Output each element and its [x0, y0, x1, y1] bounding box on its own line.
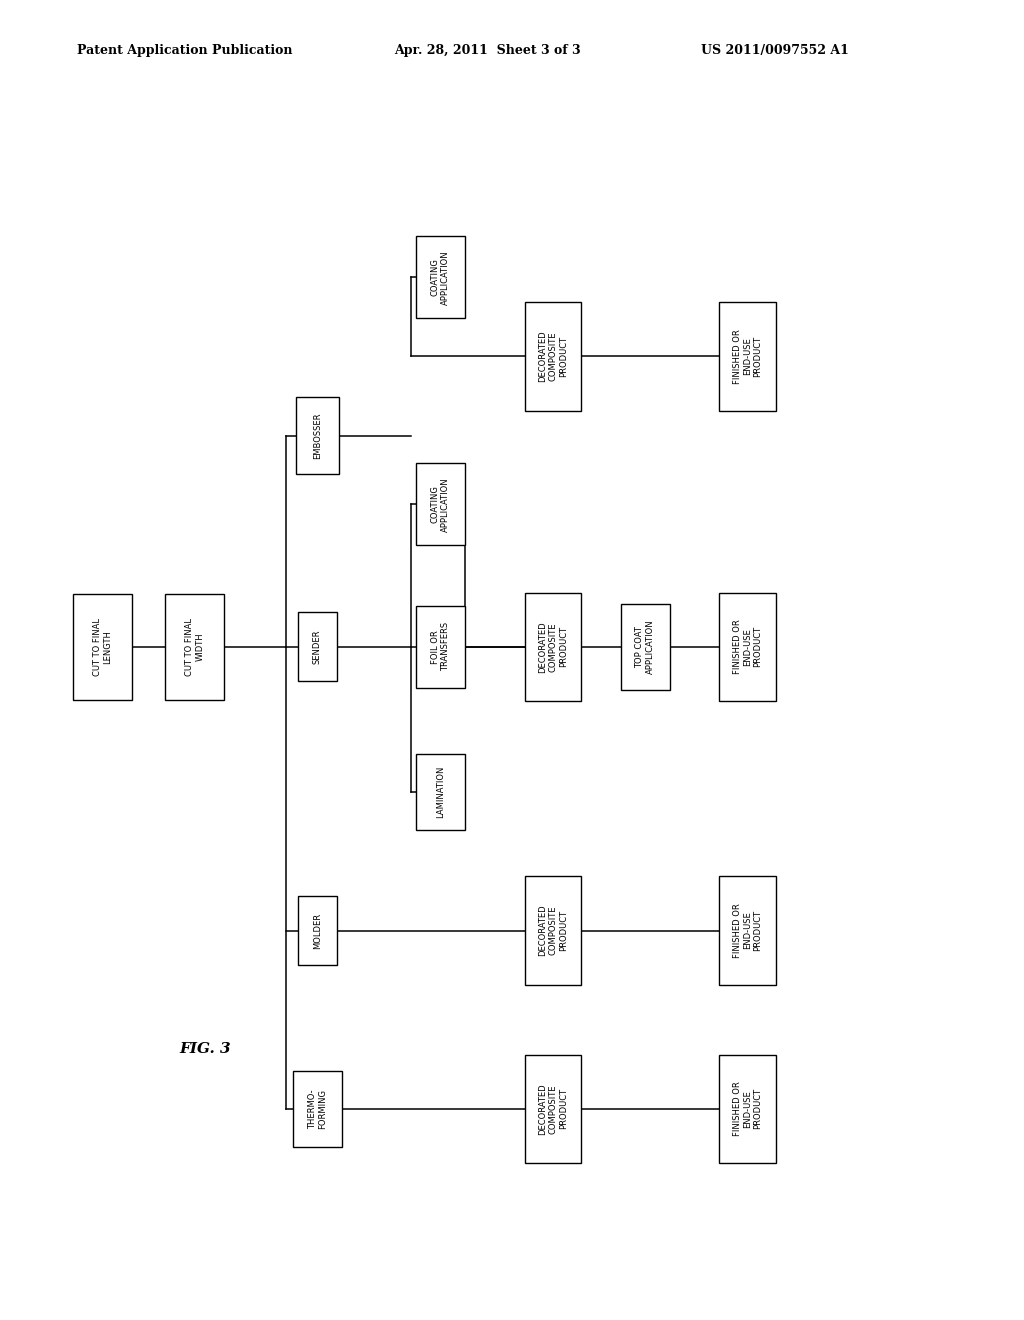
Text: THERMO-
FORMING: THERMO- FORMING [308, 1089, 327, 1129]
Text: EMBOSSER: EMBOSSER [313, 412, 322, 459]
Text: COATING
APPLICATION: COATING APPLICATION [431, 249, 450, 305]
Text: DECORATED
COMPOSITE
PRODUCT: DECORATED COMPOSITE PRODUCT [538, 904, 568, 957]
FancyBboxPatch shape [719, 593, 776, 701]
Text: FINISHED OR
END-USE
PRODUCT: FINISHED OR END-USE PRODUCT [732, 329, 763, 384]
Text: DECORATED
COMPOSITE
PRODUCT: DECORATED COMPOSITE PRODUCT [538, 330, 568, 383]
FancyBboxPatch shape [525, 302, 582, 411]
Text: TOP COAT
APPLICATION: TOP COAT APPLICATION [636, 619, 654, 675]
FancyBboxPatch shape [525, 876, 582, 985]
FancyBboxPatch shape [298, 612, 337, 681]
Text: LAMINATION: LAMINATION [436, 766, 444, 818]
Text: US 2011/0097552 A1: US 2011/0097552 A1 [701, 44, 849, 57]
FancyBboxPatch shape [525, 593, 582, 701]
Text: SENDER: SENDER [313, 630, 322, 664]
FancyBboxPatch shape [165, 594, 224, 700]
Text: FIG. 3: FIG. 3 [179, 1043, 230, 1056]
Text: CUT TO FINAL
LENGTH: CUT TO FINAL LENGTH [93, 618, 112, 676]
Text: FINISHED OR
END-USE
PRODUCT: FINISHED OR END-USE PRODUCT [732, 619, 763, 675]
Text: Apr. 28, 2011  Sheet 3 of 3: Apr. 28, 2011 Sheet 3 of 3 [394, 44, 581, 57]
FancyBboxPatch shape [296, 397, 339, 474]
Text: Patent Application Publication: Patent Application Publication [77, 44, 292, 57]
FancyBboxPatch shape [416, 754, 465, 830]
FancyBboxPatch shape [416, 236, 465, 318]
FancyBboxPatch shape [719, 876, 776, 985]
Text: CUT TO FINAL
WIDTH: CUT TO FINAL WIDTH [185, 618, 204, 676]
Text: FINISHED OR
END-USE
PRODUCT: FINISHED OR END-USE PRODUCT [732, 1081, 763, 1137]
FancyBboxPatch shape [719, 302, 776, 411]
Text: FINISHED OR
END-USE
PRODUCT: FINISHED OR END-USE PRODUCT [732, 903, 763, 958]
FancyBboxPatch shape [293, 1071, 342, 1147]
FancyBboxPatch shape [621, 605, 670, 689]
Text: MOLDER: MOLDER [313, 912, 322, 949]
Text: DECORATED
COMPOSITE
PRODUCT: DECORATED COMPOSITE PRODUCT [538, 1082, 568, 1135]
Text: COATING
APPLICATION: COATING APPLICATION [431, 477, 450, 532]
FancyBboxPatch shape [298, 896, 337, 965]
Text: DECORATED
COMPOSITE
PRODUCT: DECORATED COMPOSITE PRODUCT [538, 620, 568, 673]
FancyBboxPatch shape [73, 594, 132, 700]
FancyBboxPatch shape [416, 606, 465, 688]
Text: FOIL OR
TRANSFERS: FOIL OR TRANSFERS [431, 622, 450, 672]
FancyBboxPatch shape [719, 1055, 776, 1163]
FancyBboxPatch shape [416, 463, 465, 545]
FancyBboxPatch shape [525, 1055, 582, 1163]
